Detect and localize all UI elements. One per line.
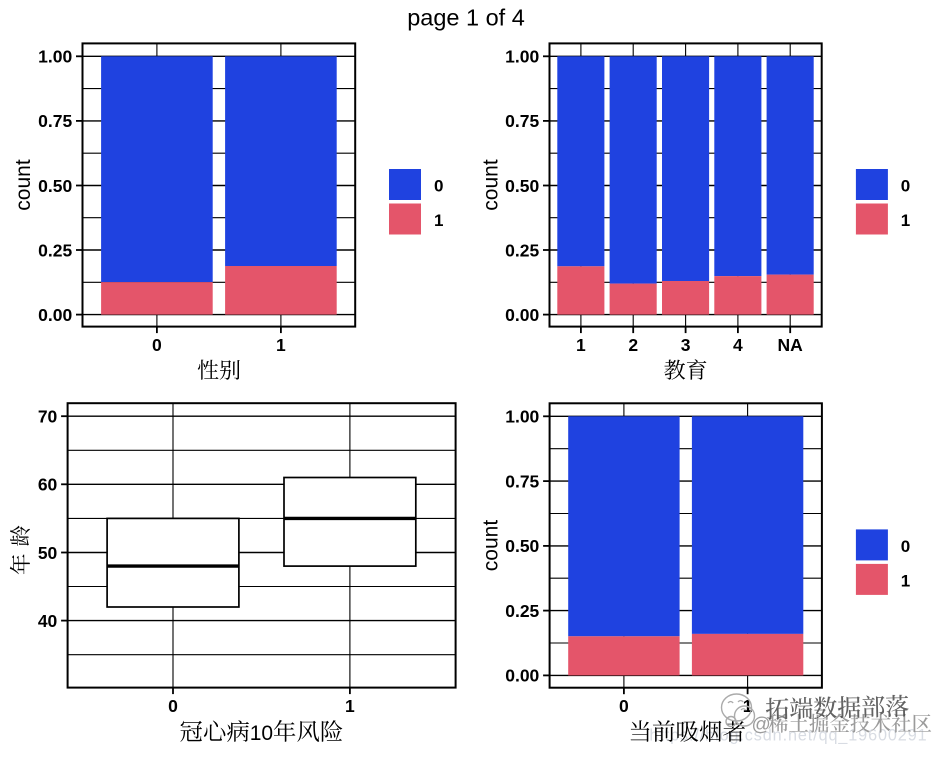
svg-text:0.75: 0.75 xyxy=(505,111,539,131)
svg-text:0.50: 0.50 xyxy=(505,536,539,556)
svg-text:70: 70 xyxy=(38,407,58,427)
svg-text:0: 0 xyxy=(901,537,910,556)
svg-text:40: 40 xyxy=(38,611,58,631)
svg-text:3: 3 xyxy=(681,335,691,355)
svg-text:0.25: 0.25 xyxy=(38,240,72,260)
svg-text:1.00: 1.00 xyxy=(505,407,539,427)
svg-text:0.25: 0.25 xyxy=(505,601,539,621)
svg-text:0: 0 xyxy=(901,177,910,196)
svg-text:0.75: 0.75 xyxy=(505,471,539,491)
svg-text:count: count xyxy=(480,159,503,211)
svg-text:1: 1 xyxy=(576,335,586,355)
svg-text:0.75: 0.75 xyxy=(38,111,72,131)
svg-text:count: count xyxy=(480,520,503,572)
svg-text:0.00: 0.00 xyxy=(505,666,539,686)
svg-text:0.00: 0.00 xyxy=(38,305,72,325)
svg-text:1.00: 1.00 xyxy=(38,47,72,67)
svg-text:0.25: 0.25 xyxy=(505,240,539,260)
svg-text:0: 0 xyxy=(168,696,178,716)
svg-text:1.00: 1.00 xyxy=(505,47,539,67)
svg-text:page 1 of 4: page 1 of 4 xyxy=(407,5,525,31)
svg-text:1: 1 xyxy=(276,335,286,355)
svg-text:https://blog.csdn.net/qq_19600: https://blog.csdn.net/qq_19600291 xyxy=(649,727,927,745)
svg-text:60: 60 xyxy=(38,475,58,495)
svg-text:1: 1 xyxy=(901,572,910,591)
svg-text:0: 0 xyxy=(619,696,629,716)
svg-text:0.50: 0.50 xyxy=(505,176,539,196)
svg-text:1: 1 xyxy=(901,211,910,230)
svg-text:0: 0 xyxy=(434,177,443,196)
svg-text:1: 1 xyxy=(345,696,355,716)
svg-text:2: 2 xyxy=(628,335,638,355)
svg-text:NA: NA xyxy=(778,335,804,355)
svg-text:10: 10 xyxy=(250,722,273,745)
svg-text:count: count xyxy=(12,159,35,211)
svg-text:1: 1 xyxy=(434,211,443,230)
svg-text:0: 0 xyxy=(152,335,162,355)
svg-text:0.00: 0.00 xyxy=(505,305,539,325)
svg-text:50: 50 xyxy=(38,543,58,563)
svg-text:@: @ xyxy=(752,715,771,736)
svg-text:0.50: 0.50 xyxy=(38,176,72,196)
svg-text:4: 4 xyxy=(733,335,743,355)
